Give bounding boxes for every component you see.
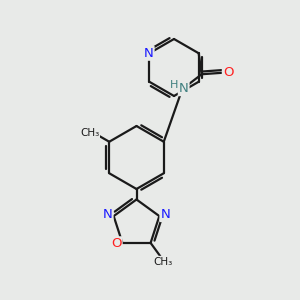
Text: CH₃: CH₃ [80,128,99,138]
Text: O: O [111,237,122,250]
Text: N: N [179,82,189,95]
Text: O: O [223,66,233,79]
Text: N: N [160,208,170,221]
Text: N: N [144,47,154,60]
Text: H: H [169,80,178,90]
Text: N: N [103,208,112,221]
Text: CH₃: CH₃ [154,257,173,267]
